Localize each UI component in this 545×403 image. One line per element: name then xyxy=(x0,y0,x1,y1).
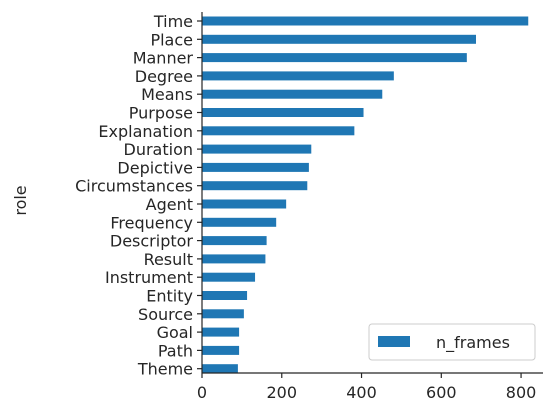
y-tick-label: Place xyxy=(150,30,193,49)
y-axis-label: role xyxy=(11,185,30,215)
x-tick-label: 0 xyxy=(197,383,207,402)
y-tick-label: Manner xyxy=(133,49,194,68)
bar xyxy=(202,345,240,355)
y-tick-label: Depictive xyxy=(117,158,193,177)
y-tick-label: Purpose xyxy=(129,104,193,123)
y-tick-label: Circumstances xyxy=(75,177,193,196)
bar xyxy=(202,108,364,117)
legend-label: n_frames xyxy=(436,333,510,353)
y-tick-label: Entity xyxy=(146,287,193,306)
y-tick-label: Path xyxy=(158,341,193,360)
y-tick-label: Explanation xyxy=(98,122,193,141)
bar xyxy=(202,236,267,246)
bar xyxy=(202,34,476,44)
legend: n_frames xyxy=(368,323,536,361)
bar xyxy=(202,89,383,99)
x-axis-ticks: 0 200 400 600 800 xyxy=(197,373,536,402)
y-tick-label: Frequency xyxy=(110,213,193,232)
y-tick-label: Goal xyxy=(157,323,193,342)
y-tick-label: Theme xyxy=(137,360,193,379)
y-tick-label: Means xyxy=(141,85,193,104)
bar xyxy=(202,53,467,63)
x-tick-label: 600 xyxy=(426,383,457,402)
bar xyxy=(202,144,312,154)
bar xyxy=(202,71,394,81)
x-tick-label: 400 xyxy=(346,383,377,402)
x-tick-label: 200 xyxy=(266,383,297,402)
bar xyxy=(202,162,309,172)
bar xyxy=(202,364,238,374)
x-tick-label: 800 xyxy=(506,383,537,402)
bar xyxy=(202,217,277,227)
y-tick-label: Degree xyxy=(135,67,193,86)
legend-swatch xyxy=(378,336,410,347)
bar xyxy=(202,327,240,337)
y-tick-label: Time xyxy=(153,12,193,31)
bar xyxy=(202,272,256,282)
y-tick-label: Instrument xyxy=(105,268,193,287)
y-tick-label: Descriptor xyxy=(110,232,194,251)
y-tick-label: Source xyxy=(138,305,193,324)
bar xyxy=(202,199,287,209)
bar xyxy=(202,309,244,319)
bar xyxy=(202,126,355,136)
bar xyxy=(202,291,248,300)
y-tick-label: Agent xyxy=(146,195,193,214)
y-axis-ticks: TimePlaceMannerDegreeMeansPurposeExplana… xyxy=(75,12,202,379)
bar xyxy=(202,254,266,264)
legend-box xyxy=(368,323,536,361)
y-tick-label: Duration xyxy=(124,140,194,159)
bars-group xyxy=(202,16,529,374)
bar xyxy=(202,181,308,191)
bar xyxy=(202,16,529,26)
y-tick-label: Result xyxy=(144,250,193,269)
